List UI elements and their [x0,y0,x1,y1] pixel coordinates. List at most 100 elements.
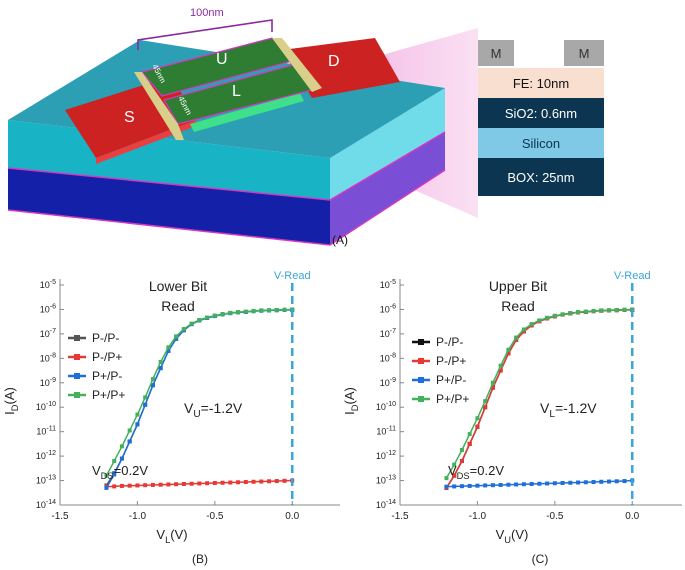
legend-label: P+/P+ [92,388,125,402]
data-point [251,479,256,484]
layer-outline [7,169,446,246]
data-point [197,317,202,322]
data-point [251,308,256,313]
data-point [197,481,202,486]
x-tick-label: 0.0 [625,511,639,522]
data-point [205,481,210,486]
data-point [267,308,272,313]
data-point [150,383,155,388]
legend-marker [74,335,80,341]
legend-label: P+/P- [436,373,466,387]
y-tick-label: 10-10 [376,401,396,412]
y-tick-label: 10-14 [376,499,396,510]
x-tick-label: -1.0 [129,511,147,522]
legend-label: P-/P- [92,331,119,345]
data-point [452,484,457,489]
y-tick-label: 10-12 [376,450,396,461]
data-point [614,479,619,484]
chart-lower-bit: 10-14 10-13 10-12 10-11 10-10 10-9 10-8 10-7 10-… [2,270,340,566]
v-read-label: V-Read [614,270,651,282]
data-point [498,482,503,487]
stack-layer: BOX: 25nm [478,158,604,196]
data-point [150,377,155,382]
y-tick-label: 10-7 [40,328,56,339]
layer-outline [7,131,446,201]
data-point [568,480,573,485]
data-point [243,480,248,485]
data-point [475,483,480,488]
data-point [614,307,619,312]
legend-label: P+/P+ [436,392,469,406]
legend-marker [418,377,424,383]
data-point [560,481,565,485]
legend-label: P-/P- [436,335,463,349]
series-line [105,309,293,486]
x-tick-label: -1.5 [391,511,409,522]
data-point [181,327,186,331]
y-tick-label: 10-11 [376,426,396,437]
y-tick-label: 10-7 [380,328,396,339]
x-tick-label: -0.5 [546,511,564,522]
data-point [514,335,519,340]
data-point [135,412,140,417]
y-tick-label: 10-11 [36,426,56,437]
y-tick-label: 10-5 [40,279,56,290]
chart-upper-bit: 10-14 10-13 10-12 10-11 10-10 10-9 10-8 10-7 10-… [342,270,682,566]
y-tick-label: 10-10 [36,401,56,412]
spacer [134,72,184,140]
stack-layer: Silicon [478,128,604,158]
data-point [127,483,132,488]
series-line [105,309,293,489]
legend-label: P-/P+ [436,354,466,368]
data-point [529,481,534,486]
spacer [272,38,322,92]
metal-left: M [478,40,514,66]
data-point [143,483,148,488]
y-tick-label: 10-6 [380,303,396,314]
y-tick-label: 10-8 [40,352,56,363]
data-point [112,459,117,463]
layer-stack: M M FE: 10nm SiO2: 0.6nm Silicon BOX: 25nm [478,40,604,218]
data-point [490,483,495,488]
chart-title: Lower Bit [149,278,207,294]
data-point [143,402,148,407]
data-point [467,432,472,437]
box-layer-side [330,132,445,245]
data-point [112,484,117,489]
data-point [127,439,132,444]
data-point [607,479,612,484]
y-axis-label: ID(A) [2,387,20,415]
source-region [65,76,196,158]
y-tick-label: 10-9 [40,377,56,388]
v-read-label: V-Read [274,270,311,282]
data-point [506,347,511,352]
legend-marker [74,354,80,360]
y-axis-label: ID(A) [342,387,360,415]
x-tick-label: -1.0 [469,511,487,522]
y-tick-label: 10-8 [380,352,396,363]
data-point [220,480,225,485]
bias-annotation: VU=-1.2V [184,400,243,420]
data-point [521,482,526,487]
chart-caption: (B) [192,552,208,566]
data-point [622,307,627,312]
vds-annotation: VDS=0.2V [92,463,148,481]
data-point [112,472,117,477]
data-point [576,310,581,315]
data-point [459,484,464,489]
metal-right: M [564,40,604,66]
data-point [506,482,511,487]
stack-layer: FE: 10nm [478,68,604,98]
data-point [498,368,503,373]
y-tick-label: 10-9 [380,377,396,388]
data-point [135,483,140,488]
data-point [607,308,612,313]
data-point [583,480,588,485]
series-line [445,309,633,489]
data-point [467,483,472,488]
data-point [514,338,519,342]
data-point [205,315,210,320]
legend-marker [418,339,424,345]
data-point [483,405,488,410]
data-point [174,334,179,339]
